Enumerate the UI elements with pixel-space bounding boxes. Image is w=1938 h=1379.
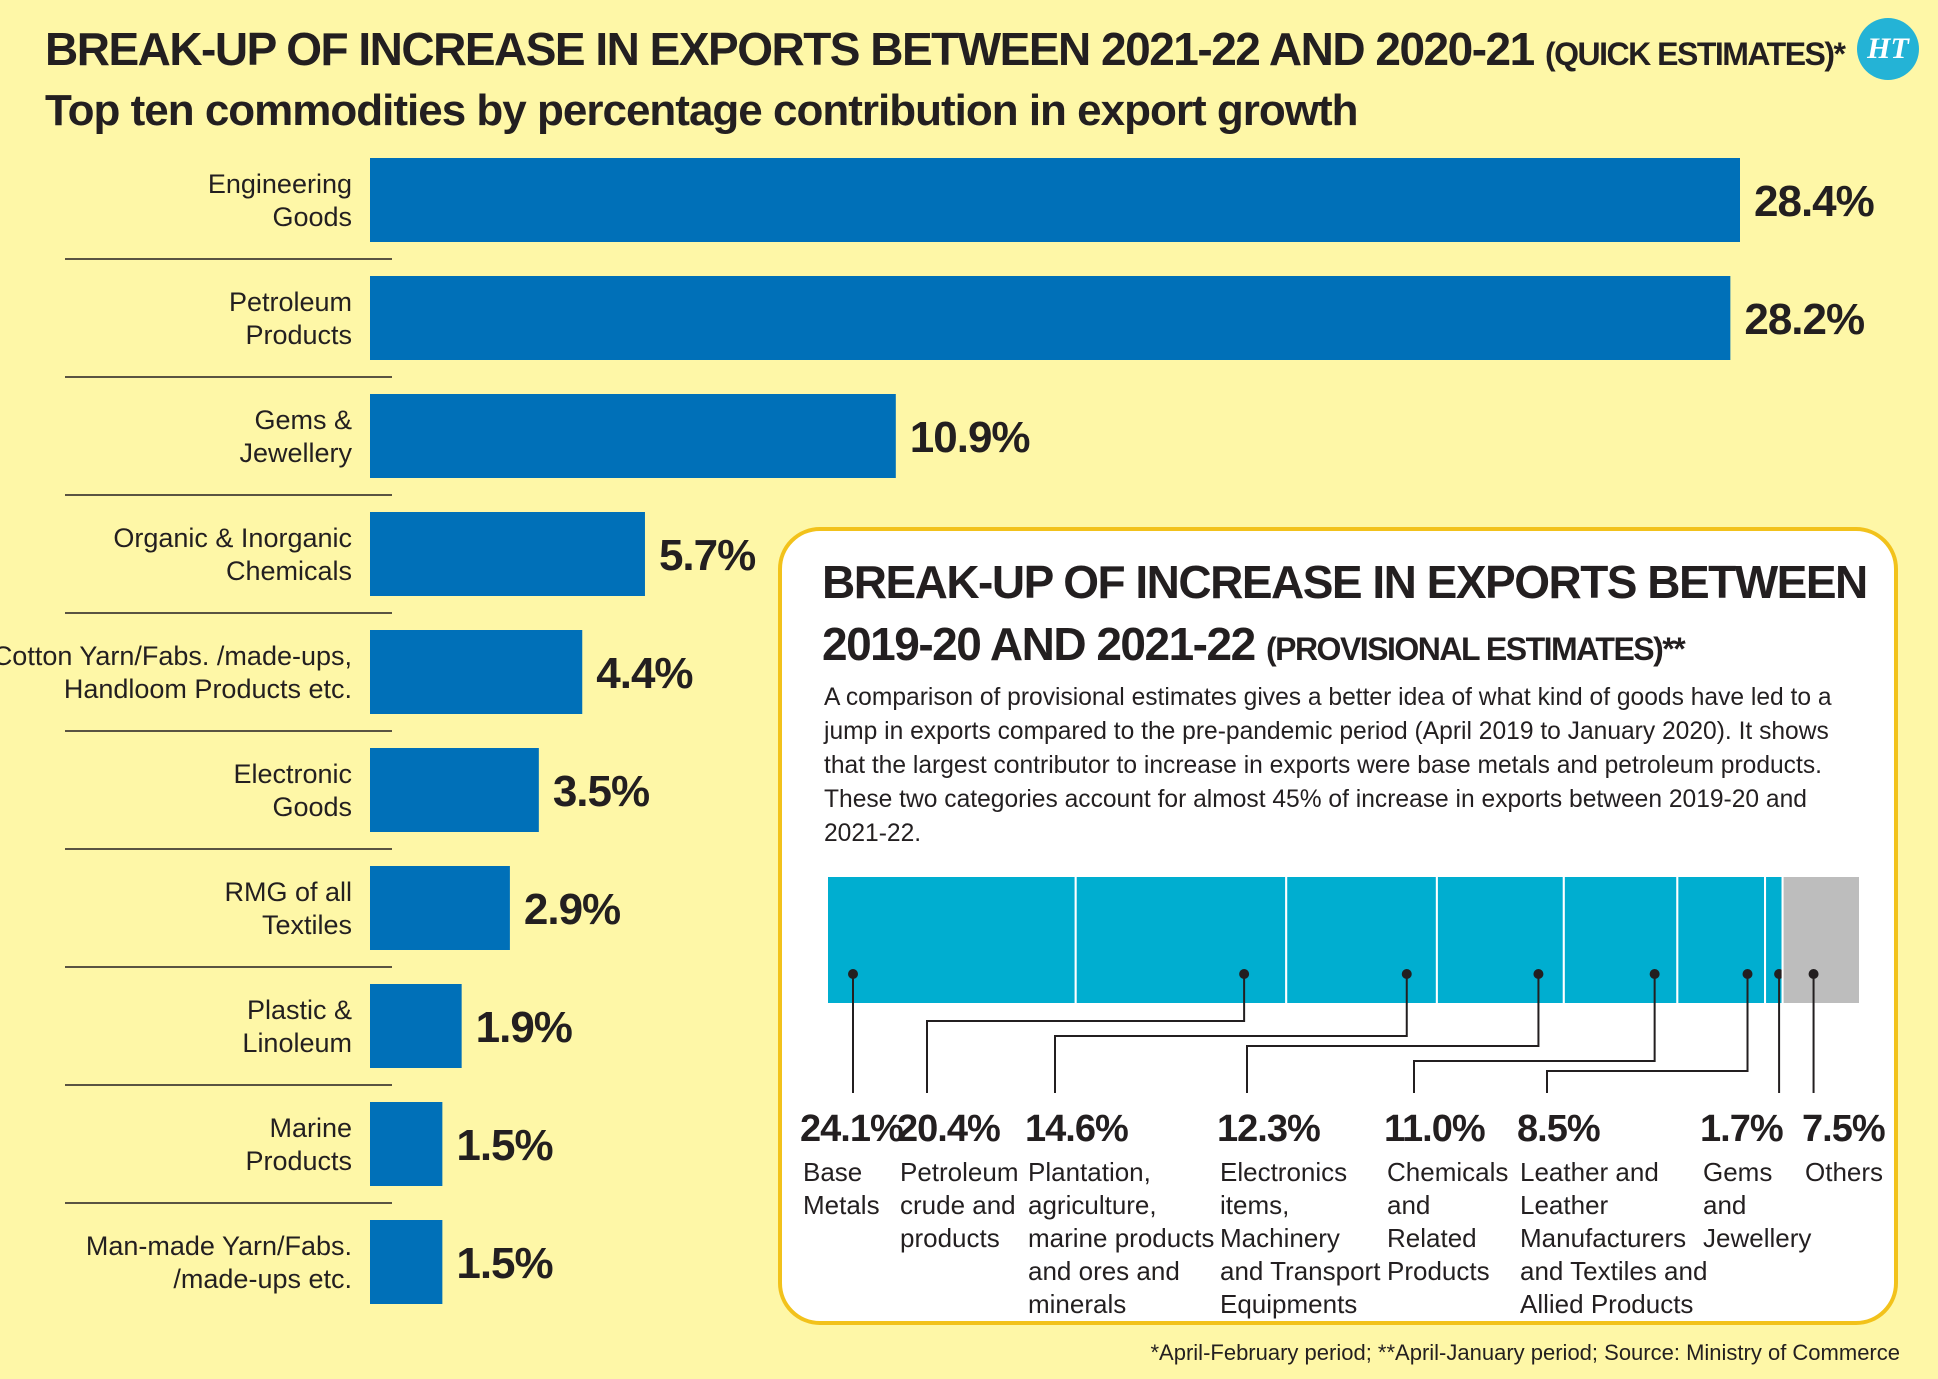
bar-category-label-2-1: Jewellery	[239, 438, 352, 468]
segment-name-3-2: Machinery	[1220, 1223, 1340, 1253]
leader-line-5	[1546, 974, 1749, 1093]
segment-5	[1676, 875, 1767, 1005]
bar-value-label-9: 1.5%	[456, 1239, 552, 1288]
segment-7	[1781, 875, 1862, 1005]
bar-category-label-2-0: Gems &	[254, 405, 352, 435]
ht-logo: HT	[1857, 18, 1919, 80]
bar-1	[370, 276, 1731, 360]
leader-line-3	[1246, 974, 1540, 1093]
segment-name-4-0: Chemicals	[1387, 1157, 1508, 1187]
segment-name-4-2: Related	[1387, 1223, 1477, 1253]
segment-value-2: 14.6%	[1025, 1108, 1128, 1150]
segment-3	[1435, 875, 1565, 1005]
segment-name-1-1: crude and	[900, 1190, 1016, 1220]
bar-value-label-0: 28.4%	[1754, 177, 1874, 226]
bar-category-label-8-0: Marine	[269, 1113, 352, 1143]
bar-value-label-5: 3.5%	[553, 767, 649, 816]
segment-name-5-1: Leather	[1520, 1190, 1609, 1220]
bar-category-label-1-1: Products	[245, 320, 352, 350]
segment-name-1-2: products	[900, 1223, 1000, 1253]
bar-0	[370, 158, 1740, 242]
bar-category-label-1-0: Petroleum	[229, 287, 352, 317]
bar-category-label-7-1: Linoleum	[242, 1028, 352, 1058]
segment-name-6-2: Jewellery	[1703, 1223, 1811, 1253]
bar-value-label-3: 5.7%	[659, 531, 755, 580]
segment-1	[1074, 875, 1288, 1005]
segment-name-2-4: minerals	[1028, 1289, 1126, 1319]
segment-name-3-4: Equipments	[1220, 1289, 1357, 1319]
bar-6	[370, 866, 510, 950]
segment-name-3-1: items,	[1220, 1190, 1289, 1220]
bar-category-label-5-1: Goods	[272, 792, 352, 822]
bar-value-label-7: 1.9%	[476, 1003, 572, 1052]
bar-category-label-9-0: Man-made Yarn/Fabs.	[86, 1231, 352, 1261]
segment-name-2-1: agriculture,	[1028, 1190, 1157, 1220]
bar-value-label-4: 4.4%	[596, 649, 692, 698]
segment-name-5-3: and Textiles and	[1520, 1256, 1707, 1286]
segment-name-3-0: Electronics	[1220, 1157, 1347, 1187]
bar-3	[370, 512, 645, 596]
segment-name-5-2: Manufacturers	[1520, 1223, 1686, 1253]
segment-name-3-3: and Transport	[1220, 1256, 1381, 1286]
bar-category-label-5-0: Electronic	[233, 759, 352, 789]
bar-9	[370, 1220, 443, 1304]
bar-value-label-1: 28.2%	[1744, 295, 1864, 344]
segment-name-0-0: Base	[803, 1157, 862, 1187]
segment-name-4-3: Products	[1387, 1256, 1490, 1286]
bar-5	[370, 748, 539, 832]
segment-value-1: 20.4%	[897, 1108, 1000, 1150]
segment-name-0-1: Metals	[803, 1190, 880, 1220]
bar-value-label-6: 2.9%	[524, 885, 620, 934]
segment-value-7: 7.5%	[1802, 1108, 1885, 1150]
segment-name-2-2: marine products	[1028, 1223, 1214, 1253]
segment-value-0: 24.1%	[800, 1108, 903, 1150]
segment-value-3: 12.3%	[1217, 1108, 1320, 1150]
footnote: *April-February period; **April-January …	[1150, 1340, 1901, 1365]
bar-category-label-0-0: Engineering	[208, 169, 352, 199]
segment-name-6-1: and	[1703, 1190, 1746, 1220]
segment-name-4-1: and	[1387, 1190, 1430, 1220]
panel-title: BREAK-UP OF INCREASE IN EXPORTS BETWEEN …	[822, 556, 1868, 670]
bar-2	[370, 394, 896, 478]
bar-category-label-3-1: Chemicals	[226, 556, 352, 586]
segment-name-5-4: Allied Products	[1520, 1289, 1693, 1319]
segment-name-1-0: Petroleum	[900, 1157, 1019, 1187]
segment-value-4: 11.0%	[1384, 1108, 1485, 1150]
title-note: (QUICK ESTIMATES)*	[1544, 36, 1846, 72]
provisional-estimates-panel: BREAK-UP OF INCREASE IN EXPORTS BETWEEN …	[778, 527, 1898, 1325]
segment-2	[1285, 875, 1438, 1005]
segment-value-5: 8.5%	[1517, 1108, 1600, 1150]
bar-value-label-2: 10.9%	[910, 413, 1030, 462]
leader-line-1	[926, 974, 1246, 1093]
bar-category-label-6-0: RMG of all	[224, 877, 352, 907]
segment-name-7-0: Others	[1805, 1157, 1883, 1187]
chart-title: BREAK-UP OF INCREASE IN EXPORTS BETWEEN …	[45, 23, 1846, 75]
leader-line-2	[1054, 974, 1408, 1093]
segment-name-6-0: Gems	[1703, 1157, 1772, 1187]
bar-category-label-3-0: Organic & Inorganic	[113, 523, 352, 553]
panel-description: A comparison of provisional estimates gi…	[824, 684, 1832, 847]
bar-7	[370, 984, 462, 1068]
panel-title-note: (PROVISIONAL ESTIMATES)**	[1265, 631, 1686, 667]
bar-category-label-6-1: Textiles	[262, 910, 352, 940]
bar-category-label-4-0: Cotton Yarn/Fabs. /made-ups,	[0, 641, 352, 671]
bar-category-label-9-1: /made-ups etc.	[173, 1264, 352, 1294]
bar-category-label-4-1: Handloom Products etc.	[64, 674, 352, 704]
segment-name-2-3: and ores and	[1028, 1256, 1180, 1286]
bar-category-label-8-1: Products	[245, 1146, 352, 1176]
bar-category-label-7-0: Plastic &	[247, 995, 352, 1025]
leader-line-4	[1413, 974, 1656, 1093]
bar-value-label-8: 1.5%	[456, 1121, 552, 1170]
bar-category-label-0-1: Goods	[272, 202, 352, 232]
segment-name-2-0: Plantation,	[1028, 1157, 1151, 1187]
segment-0	[826, 875, 1077, 1005]
segment-name-5-0: Leather and	[1520, 1157, 1659, 1187]
bar-8	[370, 1102, 443, 1186]
segment-value-6: 1.7%	[1700, 1108, 1783, 1150]
chart-subtitle: Top ten commodities by percentage contri…	[45, 86, 1358, 135]
segment-4	[1562, 875, 1679, 1005]
bar-4	[370, 630, 583, 714]
